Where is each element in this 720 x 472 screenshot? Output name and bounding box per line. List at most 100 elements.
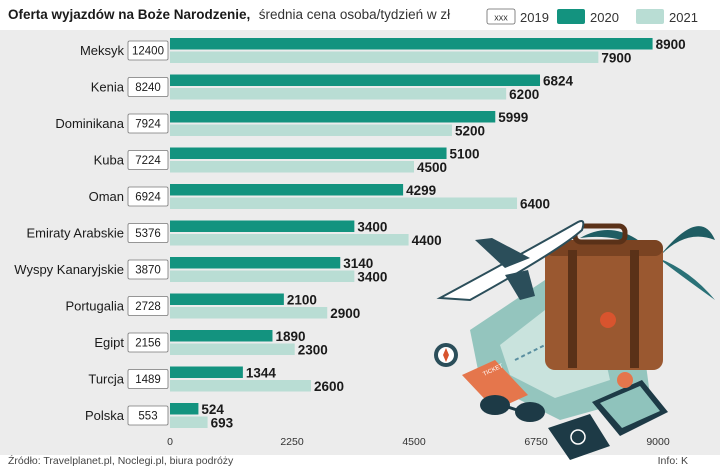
bar-2021-kenia <box>170 88 507 100</box>
value-box-2019-dominikana <box>127 113 169 134</box>
airplane-icon <box>436 220 585 302</box>
value-label-2021-kenia: 6200 <box>509 87 539 102</box>
chart-title: Oferta wyjazdów na Boże Narodzenie, <box>8 7 250 22</box>
bar-2021-dominikana <box>170 124 452 136</box>
category-label-meksyk: Meksyk <box>80 43 125 58</box>
value-label-2020-egipt: 1890 <box>275 329 305 344</box>
bar-2020-portugalia <box>170 293 284 305</box>
value-label-2019-emiraty-arabskie: 5376 <box>135 228 161 240</box>
chart-subtitle: średnia cena osoba/tydzień w zł <box>259 7 450 22</box>
value-label-2021-meksyk: 7900 <box>601 51 631 66</box>
value-box-2019-turcja <box>127 369 169 389</box>
value-label-2021-turcja: 2600 <box>314 379 344 394</box>
credit-note: Info: K <box>658 455 688 467</box>
category-label-emiraty-arabskie: Emiraty Arabskie <box>26 226 124 241</box>
value-box-2019-egipt <box>127 332 169 353</box>
value-label-2020-portugalia: 2100 <box>287 293 317 308</box>
bar-2021-oman <box>170 197 518 209</box>
category-label-egipt: Egipt <box>94 335 124 350</box>
value-box-2019-meksyk <box>127 40 169 61</box>
value-box-2019-wyspy-kanaryjskie <box>127 259 169 280</box>
value-label-2020-dominikana: 5999 <box>498 110 528 125</box>
ticket-icon: TICKET <box>462 360 528 410</box>
bar-2020-egipt <box>170 330 273 342</box>
legend-swatch-2019 <box>486 8 516 25</box>
value-label-2020-polska: 524 <box>201 402 224 417</box>
value-box-2019-kenia <box>127 77 169 97</box>
bar-2021-kuba <box>170 161 414 173</box>
bar-2020-kuba <box>170 147 447 159</box>
compass-icon <box>434 343 458 367</box>
suitcase-icon <box>545 223 663 370</box>
travel-illustration: TICKET <box>434 220 715 460</box>
bar-2020-turcja <box>170 366 243 378</box>
bar-2021-wyspy-kanaryjskie <box>170 270 355 282</box>
bar-2021-egipt <box>170 343 295 355</box>
x-axis-ticks: 0 2250 4500 6750 9000 <box>167 436 670 448</box>
x-tick-6750: 6750 <box>524 436 548 448</box>
category-label-wyspy-kanaryjskie: Wyspy Kanaryjskie <box>14 262 124 277</box>
legend-swatch-2020 <box>557 9 585 24</box>
value-box-2019-emiraty-arabskie <box>127 223 169 243</box>
value-label-2021-dominikana: 5200 <box>455 124 485 139</box>
value-label-2019-wyspy-kanaryjskie: 3870 <box>135 265 161 277</box>
bars-layer: Meksyk 12400 8900 7900 Kenia 8240 6824 6200 Domi… <box>14 37 685 431</box>
bar-2021-portugalia <box>170 307 328 319</box>
category-label-oman: Oman <box>89 189 124 204</box>
bar-2020-meksyk <box>170 38 653 50</box>
value-label-2020-turcja: 1344 <box>246 366 277 381</box>
value-label-2019-dominikana: 7924 <box>135 119 161 131</box>
x-tick-0: 0 <box>167 436 173 448</box>
legend-label-2020: 2020 <box>590 10 619 25</box>
value-label-2021-egipt: 2300 <box>298 343 328 358</box>
legend-label-2021: 2021 <box>669 10 698 25</box>
bar-2020-kenia <box>170 74 541 86</box>
value-label-2019-turcja: 1489 <box>135 374 161 386</box>
bar-2020-oman <box>170 184 404 196</box>
value-label-2020-wyspy-kanaryjskie: 3140 <box>343 256 373 271</box>
bar-2021-turcja <box>170 380 311 392</box>
bar-2021-polska <box>170 416 208 428</box>
x-tick-4500: 4500 <box>402 436 426 448</box>
value-label-2020-kuba: 5100 <box>450 147 480 162</box>
value-label-2020-oman: 4299 <box>406 183 436 198</box>
value-box-2019-portugalia <box>127 296 169 316</box>
value-label-2019-kuba: 7224 <box>135 155 161 167</box>
value-label-2019-portugalia: 2728 <box>135 301 161 313</box>
bar-2020-wyspy-kanaryjskie <box>170 257 341 269</box>
x-tick-2250: 2250 <box>280 436 304 448</box>
legend: xxx 2019 2020 2021 <box>486 8 698 25</box>
bar-2021-emiraty-arabskie <box>170 234 409 246</box>
value-box-2019-kuba <box>127 150 169 170</box>
value-label-2020-meksyk: 8900 <box>656 37 686 52</box>
passport-icon <box>548 414 610 460</box>
category-label-dominikana: Dominikana <box>55 116 124 131</box>
value-label-2021-kuba: 4500 <box>417 160 447 175</box>
value-label-2019-egipt: 2156 <box>135 338 161 350</box>
category-label-kuba: Kuba <box>94 153 125 168</box>
category-label-kenia: Kenia <box>91 80 125 95</box>
value-label-2021-oman: 6400 <box>520 197 550 212</box>
value-label-2020-kenia: 6824 <box>543 74 574 89</box>
bar-2020-dominikana <box>170 111 496 123</box>
value-label-2021-polska: 693 <box>211 416 234 431</box>
value-label-2021-emiraty-arabskie: 4400 <box>412 233 442 248</box>
value-box-2019-oman <box>127 186 169 207</box>
value-label-2021-portugalia: 2900 <box>330 306 360 321</box>
sunglasses-icon <box>480 395 545 422</box>
value-box-2019-polska <box>127 405 169 426</box>
bar-2020-emiraty-arabskie <box>170 220 355 232</box>
category-label-polska: Polska <box>85 408 125 423</box>
value-label-2020-emiraty-arabskie: 3400 <box>357 220 387 235</box>
x-tick-9000: 9000 <box>646 436 670 448</box>
value-label-2019-oman: 6924 <box>135 192 161 204</box>
legend-swatch-label: xxx <box>494 13 508 23</box>
tablet-icon <box>592 372 668 436</box>
category-label-turcja: Turcja <box>88 372 124 387</box>
legend-label-2019: 2019 <box>520 10 549 25</box>
value-label-2019-polska: 553 <box>138 411 157 423</box>
value-label-2019-meksyk: 12400 <box>132 46 164 58</box>
chart-title-line: Oferta wyjazdów na Boże Narodzenie, śred… <box>8 6 450 23</box>
bar-2021-meksyk <box>170 51 599 63</box>
